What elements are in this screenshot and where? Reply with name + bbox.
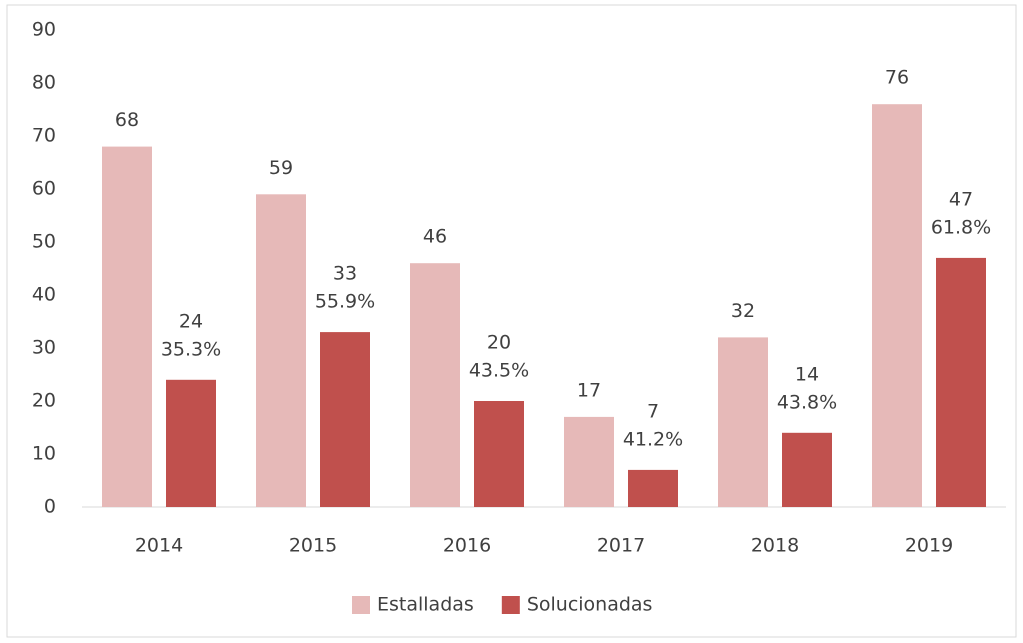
bar — [256, 194, 306, 508]
data-label: 14 — [795, 363, 819, 385]
data-label: 33 — [333, 263, 357, 285]
bar — [628, 469, 678, 507]
share-label: 43.5% — [469, 360, 529, 382]
legend-swatch — [352, 596, 370, 614]
y-tick-label: 30 — [32, 337, 56, 359]
y-tick-label: 90 — [32, 19, 56, 41]
legend-swatch — [501, 596, 520, 614]
bar — [718, 337, 768, 507]
data-label: 20 — [487, 332, 511, 354]
bar — [166, 379, 216, 507]
bar — [782, 432, 832, 507]
y-tick-label: 20 — [32, 390, 56, 412]
bar — [474, 401, 524, 507]
y-tick-label: 10 — [32, 443, 56, 465]
share-label: 41.2% — [623, 428, 683, 450]
x-tick-label: 2015 — [289, 535, 337, 557]
y-tick-label: 80 — [32, 72, 56, 94]
share-label: 55.9% — [315, 291, 375, 313]
legend-label: Solucionadas — [527, 594, 653, 616]
bar — [564, 416, 614, 507]
y-tick-label: 50 — [32, 231, 56, 253]
bar — [410, 263, 460, 507]
data-label: 17 — [577, 379, 601, 401]
bar — [320, 332, 370, 507]
share-label: 43.8% — [777, 391, 837, 413]
legend-label: Estalladas — [377, 594, 474, 616]
share-label: 61.8% — [931, 216, 991, 238]
x-tick-label: 2016 — [443, 535, 491, 557]
share-label: 35.3% — [161, 338, 221, 360]
chart-frame — [6, 4, 1017, 638]
data-label: 59 — [269, 157, 293, 179]
data-label: 32 — [731, 300, 755, 322]
y-tick-label: 40 — [32, 284, 56, 306]
y-tick-label: 70 — [32, 125, 56, 147]
data-label: 46 — [423, 226, 447, 248]
data-label: 68 — [115, 109, 139, 131]
x-tick-label: 2014 — [135, 535, 183, 557]
x-tick-label: 2017 — [597, 535, 645, 557]
y-tick-label: 60 — [32, 178, 56, 200]
x-tick-label: 2018 — [751, 535, 799, 557]
data-label: 76 — [885, 67, 909, 89]
x-tick-label: 2019 — [905, 535, 953, 557]
y-tick-label: 0 — [44, 496, 56, 518]
bar — [936, 257, 986, 507]
data-label: 7 — [647, 400, 659, 422]
data-label: 24 — [179, 310, 203, 332]
bar — [872, 104, 922, 507]
bar — [102, 146, 152, 507]
data-label: 47 — [949, 188, 973, 210]
